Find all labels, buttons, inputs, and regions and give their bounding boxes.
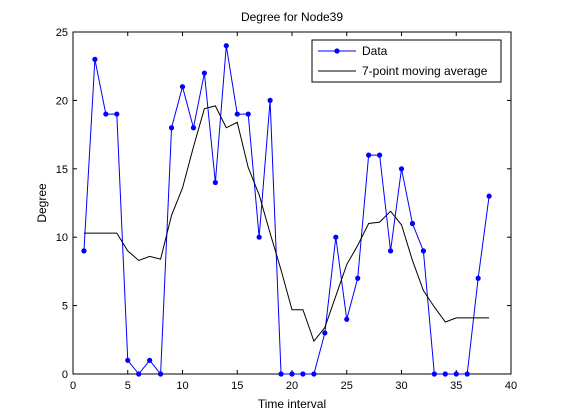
data-point: [267, 97, 273, 103]
data-point: [311, 371, 317, 377]
data-point: [420, 248, 426, 254]
data-point: [201, 70, 207, 76]
data-point: [453, 371, 459, 377]
data-point: [300, 371, 306, 377]
x-tick-label: 30: [395, 380, 407, 392]
data-point: [322, 330, 328, 336]
data-point: [125, 357, 131, 363]
y-tick-label: 10: [56, 232, 68, 244]
legend-label-1: 7-point moving average: [362, 64, 488, 78]
y-axis-title: Degree: [35, 183, 49, 223]
data-point: [223, 43, 229, 49]
data-point: [442, 371, 448, 377]
data-point: [431, 371, 437, 377]
data-point: [355, 275, 361, 281]
data-point: [333, 234, 339, 240]
x-tick-label: 0: [70, 380, 76, 392]
x-tick-label: 20: [286, 380, 298, 392]
x-tick-label: 5: [125, 380, 131, 392]
data-point: [409, 220, 416, 227]
x-tick-label: 35: [450, 380, 462, 392]
data-point: [278, 371, 284, 377]
y-tick-label: 5: [62, 301, 68, 313]
y-tick-label: 0: [62, 369, 68, 381]
data-point: [158, 371, 164, 377]
y-tick-label: 15: [56, 164, 68, 176]
legend-marker-0: [334, 48, 340, 54]
series-layer: [81, 43, 492, 377]
data-point: [344, 316, 350, 322]
legend-label-0: Data: [362, 44, 388, 58]
data-point: [103, 111, 109, 117]
x-tick-label: 25: [341, 380, 353, 392]
data-point: [81, 248, 87, 254]
x-tick-label: 40: [505, 380, 517, 392]
x-axis-title: Time interval: [258, 397, 326, 411]
data-point: [366, 152, 372, 158]
plot-area: [72, 31, 512, 375]
series-line-1: [83, 105, 490, 343]
data-point: [289, 371, 295, 377]
data-point: [398, 166, 405, 172]
data-point: [212, 179, 218, 186]
data-point: [147, 357, 153, 363]
data-point: [136, 371, 142, 377]
legend-box: [311, 39, 502, 83]
data-point: [114, 111, 120, 117]
data-point: [234, 111, 240, 117]
x-tick-label: 10: [176, 380, 188, 392]
series-line-0: [83, 45, 490, 376]
data-point: [464, 371, 470, 377]
data-point: [179, 84, 186, 90]
y-tick-label: 25: [56, 27, 68, 39]
data-point: [387, 248, 394, 254]
data-point: [168, 125, 175, 131]
data-point: [256, 234, 262, 240]
chart-title: Degree for Node39: [241, 10, 343, 24]
data-point: [245, 111, 251, 117]
y-tick-label: 20: [56, 95, 68, 107]
data-point: [190, 125, 197, 131]
data-point: [92, 56, 98, 62]
x-tick-label: 15: [231, 380, 243, 392]
legend: Data 7-point moving average: [311, 39, 502, 83]
data-point: [486, 193, 492, 199]
axis-ticks: 0 5 10 15 20 25 30 35 40 0 5 10 15 20 25: [56, 27, 517, 392]
data-point: [377, 152, 383, 158]
data-point: [475, 275, 481, 281]
